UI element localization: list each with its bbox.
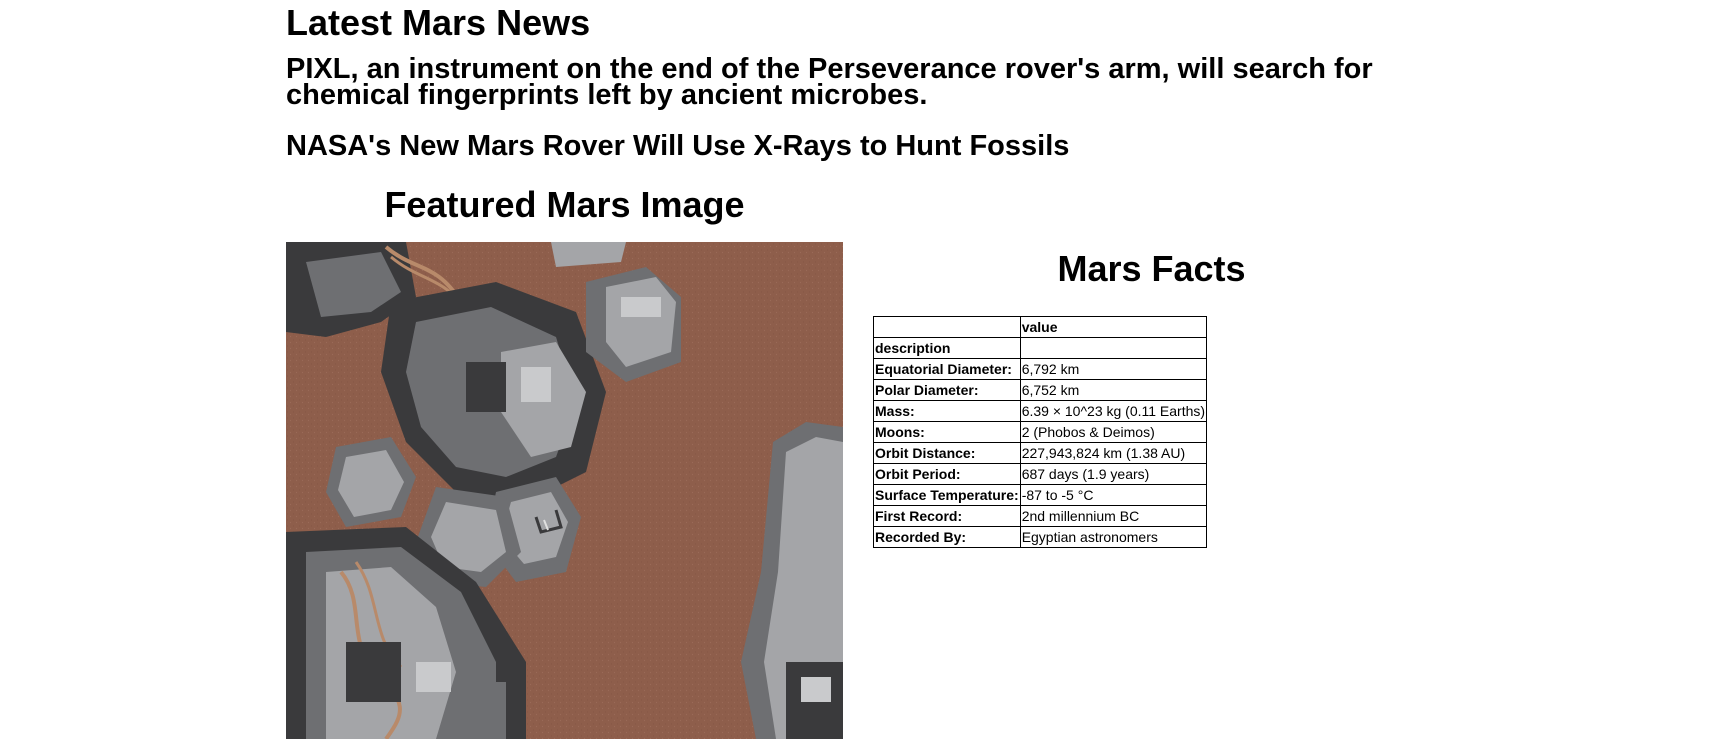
fact-label: Recorded By: bbox=[873, 526, 1021, 548]
fact-label: Orbit Distance: bbox=[873, 442, 1021, 464]
table-header-row: value bbox=[873, 316, 1208, 338]
table-row: Polar Diameter: 6,752 km bbox=[873, 379, 1208, 401]
fact-value: -87 to -5 °C bbox=[1019, 484, 1208, 506]
latest-news-heading: Latest Mars News bbox=[286, 2, 591, 43]
table-row: Equatorial Diameter: 6,792 km bbox=[873, 358, 1208, 380]
mars-facts-heading: Mars Facts bbox=[1057, 248, 1246, 289]
fact-value: 6,792 km bbox=[1019, 358, 1208, 380]
table-row: Mass: 6.39 × 10^23 kg (0.11 Earths) bbox=[873, 400, 1208, 422]
fact-value: Egyptian astronomers bbox=[1019, 526, 1208, 548]
fact-label: Equatorial Diameter: bbox=[873, 358, 1021, 380]
fact-value: 2nd millennium BC bbox=[1019, 505, 1208, 527]
table-index-label: description bbox=[873, 337, 1021, 359]
featured-image-heading: Featured Mars Image bbox=[384, 184, 745, 225]
fact-label: Moons: bbox=[873, 421, 1021, 443]
table-row: Orbit Period: 687 days (1.9 years) bbox=[873, 463, 1208, 485]
featured-mars-image bbox=[286, 242, 843, 739]
fact-label: Surface Temperature: bbox=[873, 484, 1021, 506]
fact-label: Orbit Period: bbox=[873, 463, 1021, 485]
table-row: Orbit Distance: 227,943,824 km (1.38 AU) bbox=[873, 442, 1208, 464]
table-row: Recorded By: Egyptian astronomers bbox=[873, 526, 1208, 548]
mars-facts-table: value description Equatorial Diameter: 6… bbox=[873, 316, 1208, 548]
fact-label: Mass: bbox=[873, 400, 1021, 422]
news-title: NASA's New Mars Rover Will Use X-Rays to… bbox=[286, 130, 1070, 162]
fact-label: First Record: bbox=[873, 505, 1021, 527]
table-index-value bbox=[1019, 337, 1208, 359]
table-row: First Record: 2nd millennium BC bbox=[873, 505, 1208, 527]
fact-value: 227,943,824 km (1.38 AU) bbox=[1019, 442, 1208, 464]
table-row: Surface Temperature: -87 to -5 °C bbox=[873, 484, 1208, 506]
table-header-value: value bbox=[1019, 316, 1208, 338]
table-header-blank bbox=[873, 316, 1021, 338]
fact-value: 687 days (1.9 years) bbox=[1019, 463, 1208, 485]
news-teaser-paragraph: PIXL, an instrument on the end of the Pe… bbox=[286, 53, 1373, 111]
table-index-row: description bbox=[873, 337, 1208, 359]
fact-value: 6.39 × 10^23 kg (0.11 Earths) bbox=[1019, 400, 1208, 422]
table-row: Moons: 2 (Phobos & Deimos) bbox=[873, 421, 1208, 443]
fact-value: 6,752 km bbox=[1019, 379, 1208, 401]
fact-value: 2 (Phobos & Deimos) bbox=[1019, 421, 1208, 443]
fact-label: Polar Diameter: bbox=[873, 379, 1021, 401]
